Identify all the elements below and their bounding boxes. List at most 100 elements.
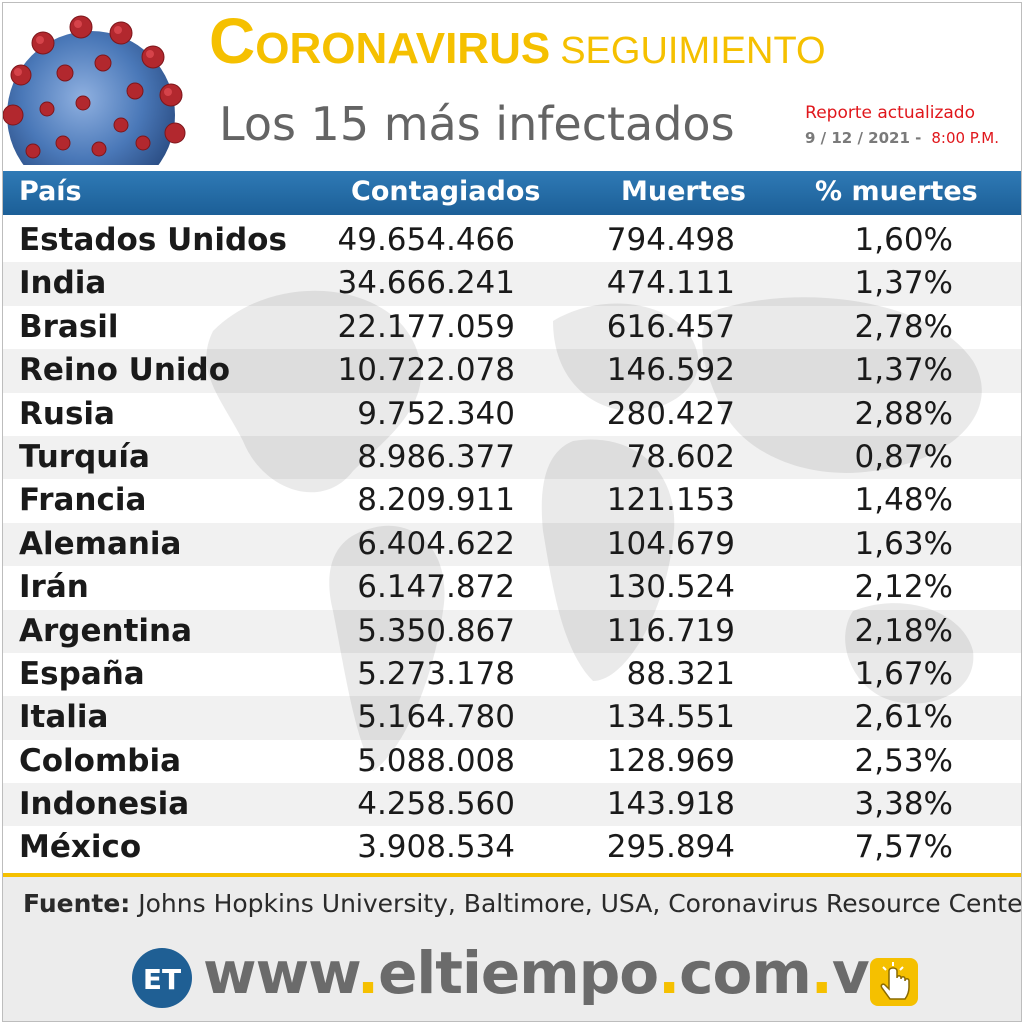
column-header-cases: Contagiados <box>351 176 541 207</box>
url-part: www <box>203 939 358 1007</box>
table-row: Reino Unido 10.722.078 146.592 1,37% <box>3 349 1021 393</box>
cell-deaths: 474.111 <box>606 265 735 302</box>
cell-cases: 10.722.078 <box>337 352 516 389</box>
table-row: México 3.908.534 295.894 7,57% <box>3 826 1021 869</box>
url-dot: . <box>658 939 680 1007</box>
cell-deaths: 121.153 <box>606 482 735 519</box>
table-row: Indonesia 4.258.560 143.918 3,38% <box>3 783 1021 827</box>
cell-death-rate: 2,88% <box>854 395 953 432</box>
cell-country: Rusia <box>19 395 115 432</box>
table-row: India 34.666.241 474.111 1,37% <box>3 262 1021 306</box>
cell-death-rate: 1,67% <box>854 655 953 692</box>
cell-cases: 4.258.560 <box>357 786 515 823</box>
cell-country: Indonesia <box>19 786 190 823</box>
cell-death-rate: 2,18% <box>854 612 953 649</box>
cell-deaths: 616.457 <box>606 308 735 345</box>
cell-cases: 5.273.178 <box>357 655 515 692</box>
cell-deaths: 143.918 <box>606 786 735 823</box>
hand-click-icon <box>870 958 918 1006</box>
cell-death-rate: 2,61% <box>854 699 953 736</box>
table-row: Argentina 5.350.867 116.719 2,18% <box>3 609 1021 653</box>
cell-country: Brasil <box>19 308 119 345</box>
title-initial: C <box>209 5 256 77</box>
table-row: Turquía 8.986.377 78.602 0,87% <box>3 435 1021 480</box>
cell-cases: 5.164.780 <box>357 699 515 736</box>
footer: Fuente: Johns Hopkins University, Baltim… <box>3 877 1021 1021</box>
cell-country: Estados Unidos <box>19 222 287 258</box>
cell-deaths: 88.321 <box>626 655 735 692</box>
url-dot: . <box>810 939 833 1007</box>
source-label: Fuente: <box>23 889 131 918</box>
cell-deaths: 280.427 <box>606 395 735 432</box>
title-secondary: SEGUIMIENTO <box>560 30 826 72</box>
coronavirus-illustration <box>3 15 186 165</box>
report-time: 8:00 P.M. <box>931 129 999 147</box>
title-main: CORONAVIRUS <box>209 9 551 73</box>
website-url[interactable]: www.eltiempo.com.ve <box>203 939 908 1007</box>
table-row: Colombia 5.088.008 128.969 2,53% <box>3 740 1021 783</box>
report-date: 9 / 12 / 2021 - <box>805 129 922 147</box>
cell-country: Argentina <box>19 612 192 649</box>
cell-death-rate: 2,78% <box>854 308 953 345</box>
cell-deaths: 116.719 <box>606 612 735 649</box>
cell-cases: 8.986.377 <box>357 438 515 475</box>
cell-country: Francia <box>19 482 147 519</box>
column-header-death-rate: % muertes <box>815 176 978 207</box>
cell-deaths: 104.679 <box>606 525 735 562</box>
cell-death-rate: 1,60% <box>854 222 953 258</box>
cell-deaths: 128.969 <box>606 742 735 779</box>
cell-cases: 3.908.534 <box>357 829 515 866</box>
column-header-country: País <box>19 176 82 207</box>
cell-deaths: 134.551 <box>606 699 735 736</box>
cell-cases: 9.752.340 <box>357 395 515 432</box>
cell-country: Alemania <box>19 525 182 562</box>
cell-country: México <box>19 829 142 866</box>
page-subtitle: Los 15 más infectados <box>219 97 735 151</box>
table-header: País Contagiados Muertes % muertes <box>3 171 1021 215</box>
cell-country: Turquía <box>19 438 150 475</box>
data-table: País Contagiados Muertes % muertes Estad… <box>3 171 1021 873</box>
url-dot: . <box>357 939 379 1007</box>
cell-death-rate: 1,37% <box>854 265 953 302</box>
world-map-watermark <box>206 290 982 771</box>
cell-cases: 5.088.008 <box>357 742 515 779</box>
table-row: Irán 6.147.872 130.524 2,12% <box>3 566 1021 609</box>
cell-country: España <box>19 655 145 692</box>
logo-text: ET <box>143 963 181 996</box>
cell-country: Colombia <box>19 742 182 779</box>
url-part: com <box>679 939 812 1007</box>
table-row: Brasil 22.177.059 616.457 2,78% <box>3 306 1021 349</box>
table-body: Estados Unidos 49.654.466 794.498 1,60% Indi… <box>3 219 1021 870</box>
cell-country: India <box>19 265 107 302</box>
cell-cases: 6.147.872 <box>357 569 515 606</box>
cell-cases: 8.209.911 <box>357 482 515 519</box>
cell-death-rate: 7,57% <box>854 829 953 866</box>
cell-deaths: 78.602 <box>626 438 735 475</box>
title-rest: ORONAVIRUS <box>255 24 551 73</box>
source-text: Johns Hopkins University, Baltimore, USA… <box>138 889 1022 918</box>
footer-divider <box>3 873 1021 877</box>
table-row: Rusia 9.752.340 280.427 2,88% <box>3 393 1021 436</box>
cell-cases: 49.654.466 <box>337 222 516 258</box>
cell-death-rate: 2,53% <box>854 742 953 779</box>
cell-death-rate: 1,48% <box>854 482 953 519</box>
cell-death-rate: 0,87% <box>854 438 953 475</box>
report-label: Reporte actualizado <box>805 103 975 123</box>
cell-death-rate: 1,63% <box>854 525 953 562</box>
cell-cases: 6.404.622 <box>357 525 515 562</box>
table-row: Alemania 6.404.622 104.679 1,63% <box>3 522 1021 567</box>
eltiempo-logo-icon: ET <box>132 948 192 1008</box>
cell-country: Reino Unido <box>19 352 231 389</box>
cell-cases: 5.350.867 <box>357 612 515 649</box>
cell-deaths: 146.592 <box>606 352 735 389</box>
cell-country: Irán <box>19 569 89 606</box>
report-timestamp: 9 / 12 / 2021 - 8:00 P.M. <box>805 129 999 147</box>
table-row: Estados Unidos 49.654.466 794.498 1,60% <box>3 219 1021 262</box>
cell-death-rate: 2,12% <box>854 569 953 606</box>
table-row: España 5.273.178 88.321 1,67% <box>3 653 1021 696</box>
cell-death-rate: 1,37% <box>854 352 953 389</box>
cell-cases: 22.177.059 <box>337 308 516 345</box>
page-title: CORONAVIRUS SEGUIMIENTO <box>209 9 826 73</box>
table-row: Francia 8.209.911 121.153 1,48% <box>3 479 1021 522</box>
